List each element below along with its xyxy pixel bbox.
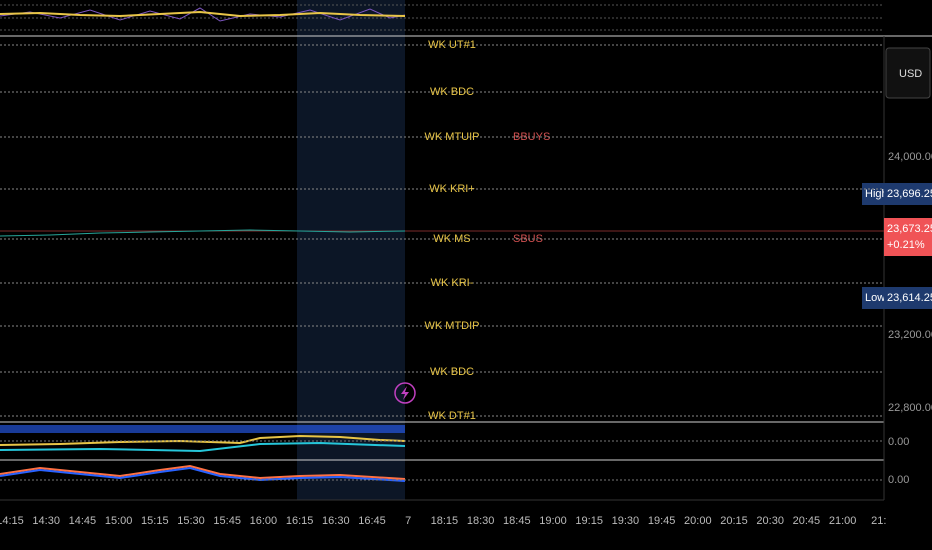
time-label: 7 bbox=[405, 515, 411, 527]
pane-value: 0.00 bbox=[888, 474, 909, 486]
level-label: WK MTDIP bbox=[425, 320, 480, 332]
high-tag bbox=[862, 183, 884, 205]
time-label: 14:15 bbox=[0, 515, 24, 527]
high-price-tag bbox=[884, 183, 932, 205]
pane1-line bbox=[0, 441, 406, 453]
pane2-line bbox=[0, 464, 406, 480]
time-label: 21: bbox=[871, 515, 886, 527]
time-label: 18:45 bbox=[503, 515, 531, 527]
time-label: 16:00 bbox=[250, 515, 278, 527]
alert-icon-bolt bbox=[401, 386, 409, 400]
price-label: 22,800.00 bbox=[888, 402, 932, 414]
price-label: 23,200.00 bbox=[888, 329, 932, 341]
low-price: 23,614.25 bbox=[887, 292, 932, 304]
time-label: 16:45 bbox=[358, 515, 386, 527]
session-highlight bbox=[297, 0, 405, 500]
time-label: 19:15 bbox=[575, 515, 603, 527]
level-label: WK MS bbox=[433, 233, 470, 245]
level-label: WK KRI- bbox=[431, 277, 474, 289]
time-label: 21:00 bbox=[829, 515, 857, 527]
time-label: 14:45 bbox=[69, 515, 97, 527]
time-label: 16:15 bbox=[286, 515, 314, 527]
time-label: 20:15 bbox=[720, 515, 748, 527]
time-label: 18:15 bbox=[431, 515, 459, 527]
pane-value: 0.00 bbox=[888, 436, 909, 448]
level-label: WK BDC bbox=[430, 86, 474, 98]
time-label: 14:30 bbox=[32, 515, 60, 527]
price-series bbox=[0, 229, 406, 237]
price-label: 24,000.00 bbox=[888, 151, 932, 163]
alert-icon[interactable] bbox=[394, 382, 416, 404]
low-price-tag bbox=[884, 287, 932, 309]
signal-label: SBUS bbox=[513, 233, 543, 245]
currency-label: USD bbox=[899, 68, 922, 80]
volume-band bbox=[0, 425, 405, 433]
level-label: WK KRI+ bbox=[429, 183, 475, 195]
time-label: 20:00 bbox=[684, 515, 712, 527]
time-label: 15:30 bbox=[177, 515, 205, 527]
last-price: 23,673.25 bbox=[887, 223, 932, 235]
level-label: WK MTUIP bbox=[425, 131, 480, 143]
signal-label: BBUYS bbox=[513, 131, 550, 143]
time-label: 16:30 bbox=[322, 515, 350, 527]
osc-signal bbox=[0, 10, 406, 18]
time-label: 15:45 bbox=[213, 515, 241, 527]
time-label: 20:45 bbox=[793, 515, 821, 527]
level-label: WK DT#1 bbox=[428, 410, 476, 422]
last-change: +0.21% bbox=[887, 239, 925, 251]
high-label: High bbox=[865, 188, 888, 200]
time-label: 19:45 bbox=[648, 515, 676, 527]
time-label: 15:15 bbox=[141, 515, 169, 527]
time-label: 18:30 bbox=[467, 515, 495, 527]
low-tag bbox=[862, 287, 884, 309]
level-label: WK UT#1 bbox=[428, 39, 476, 51]
time-label: 19:00 bbox=[539, 515, 567, 527]
time-label: 19:30 bbox=[612, 515, 640, 527]
low-label: Low bbox=[865, 292, 885, 304]
high-price: 23,696.25 bbox=[887, 188, 932, 200]
currency-button[interactable] bbox=[885, 47, 931, 99]
time-label: 20:30 bbox=[756, 515, 784, 527]
last-price-tag bbox=[884, 218, 932, 256]
time-label: 15:00 bbox=[105, 515, 133, 527]
level-label: WK BDC bbox=[430, 366, 474, 378]
pane2-line bbox=[0, 466, 406, 482]
